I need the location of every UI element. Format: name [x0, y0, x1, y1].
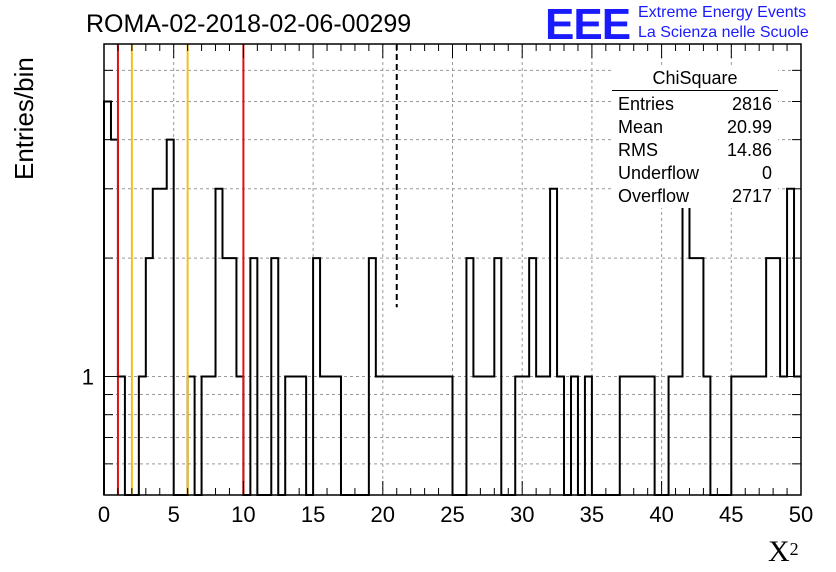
x-tick-label: 5: [168, 502, 180, 527]
stats-row: Underflow 0: [612, 162, 778, 185]
stats-label: Overflow: [618, 186, 690, 206]
histogram-bin: [167, 140, 174, 495]
stats-value: 0: [761, 163, 772, 183]
stats-value: 14.86: [726, 140, 772, 160]
x-tick-label: 35: [580, 502, 604, 527]
x-tick-label: 10: [231, 502, 255, 527]
stats-label: Entries: [618, 94, 675, 114]
stats-label: Underflow: [618, 163, 700, 183]
stats-value: 20.99: [726, 117, 772, 137]
histogram-bin: [153, 189, 160, 495]
x-tick-label: 25: [440, 502, 464, 527]
x-axis-label-base: X: [768, 535, 790, 568]
stats-row: Entries 2816: [612, 93, 778, 116]
stats-label: Mean: [618, 117, 664, 137]
stats-title: ChiSquare: [612, 68, 778, 91]
y-tick-label: 1: [82, 365, 94, 390]
eee-logo: EEE: [545, 0, 631, 49]
histogram-bin: [111, 140, 118, 495]
histogram-line: [103, 100, 801, 496]
histogram-bin: [104, 102, 111, 495]
x-tick-label: 45: [719, 502, 743, 527]
stats-box: ChiSquare Entries 2816 Mean 20.99 RMS 14.86 Un…: [612, 68, 778, 208]
stats-rows: Entries 2816 Mean 20.99 RMS 14.86 Underflow 0 Ov…: [612, 93, 778, 208]
x-tick-label: 40: [649, 502, 673, 527]
histogram-bin: [550, 189, 557, 495]
x-tick-label: 15: [301, 502, 325, 527]
stats-label: RMS: [618, 140, 658, 160]
stats-value: 2717: [731, 186, 772, 206]
logo-caption: Extreme Energy Events La Scienza nelle S…: [638, 3, 809, 43]
x-tick-label: 30: [510, 502, 534, 527]
histogram-bin: [683, 189, 690, 495]
x-tick-label: 50: [789, 502, 813, 527]
stats-value: 2816: [731, 94, 772, 114]
stats-row: RMS 14.86: [612, 139, 778, 162]
logo-line-2: La Scienza nelle Scuole: [638, 24, 809, 41]
histogram-bin: [787, 189, 794, 495]
logo-line-1: Extreme Energy Events: [638, 4, 807, 21]
chart-title: ROMA-02-2018-02-06-00299: [86, 10, 412, 38]
x-tick-label: 20: [371, 502, 395, 527]
histogram-bin: [216, 189, 223, 495]
x-axis-label-sup: 2: [789, 539, 799, 559]
x-axis-label: X2: [768, 535, 799, 569]
histogram-bin: [160, 189, 167, 495]
stats-row: Mean 20.99: [612, 116, 778, 139]
stats-row: Overflow 2717: [612, 185, 778, 208]
x-tick-label: 0: [98, 502, 110, 527]
